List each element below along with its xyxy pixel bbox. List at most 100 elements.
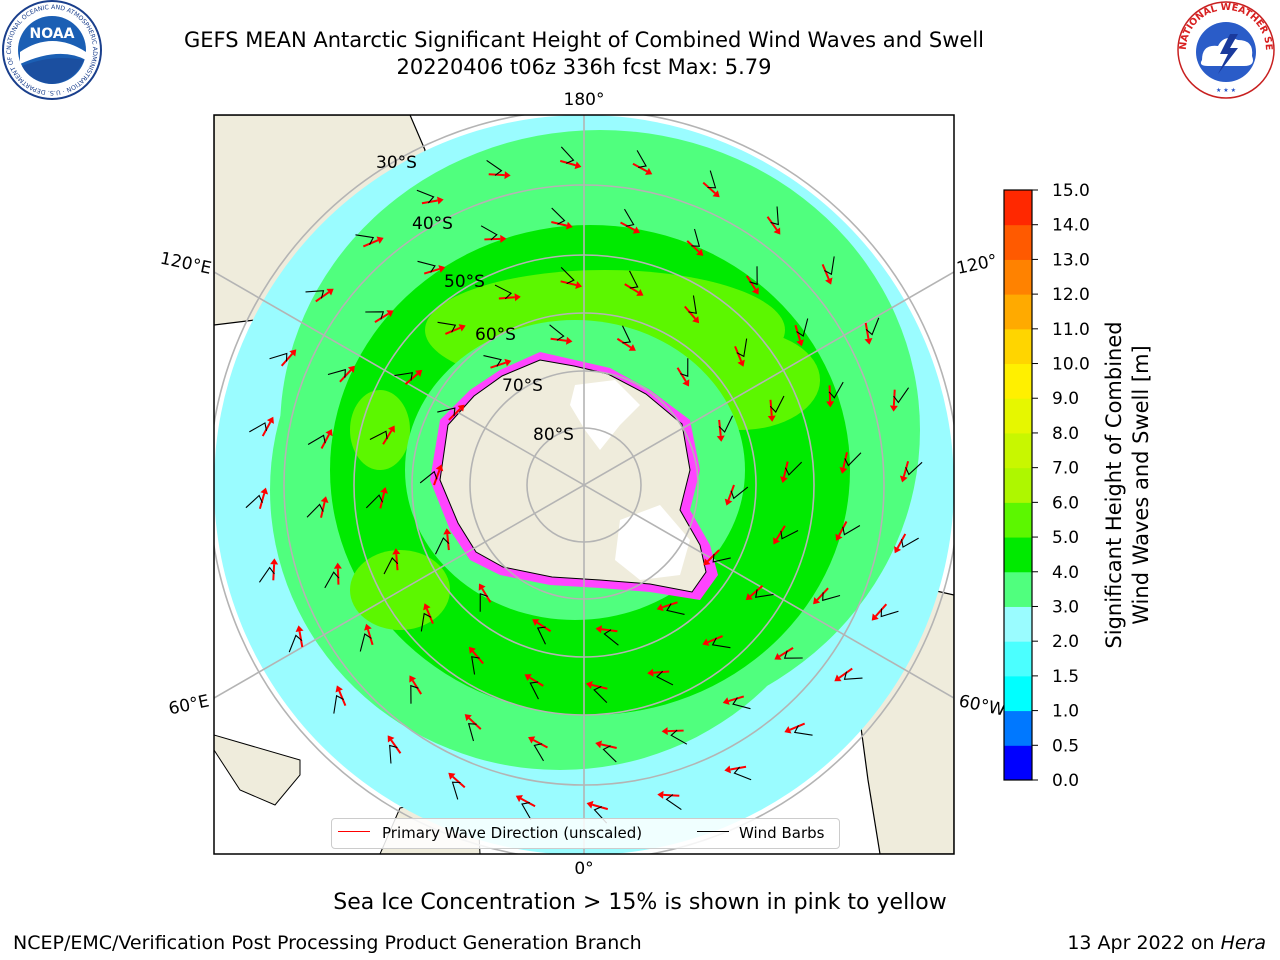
wave-direction-arrowhead: [774, 652, 782, 660]
wave-direction-arrowhead: [504, 358, 512, 367]
wind-barb: [828, 381, 844, 399]
colorbar-tick-label: 9.0: [1052, 389, 1079, 409]
wind-barb: [749, 266, 758, 286]
wind-barb: [355, 234, 375, 245]
colorbar-frame: [1003, 189, 1033, 781]
colorbar-swatch: [1004, 224, 1032, 260]
wind-barb: [603, 629, 619, 646]
wave-direction-arrowhead: [834, 674, 842, 682]
colorbar-swatch: [1004, 745, 1032, 781]
wind-barb: [680, 358, 689, 377]
wind-barb: [269, 352, 288, 362]
wave-direction-arrowhead: [504, 171, 511, 180]
wind-barb: [333, 694, 344, 714]
wave-direction-arrowhead: [325, 429, 333, 437]
wave-direction-arrowhead: [724, 498, 733, 506]
colorbar-tick-label: 3.0: [1052, 597, 1079, 617]
wave-direction-arrowhead: [575, 281, 583, 289]
wind-barb: [306, 503, 324, 518]
wind-barb: [688, 295, 697, 314]
colorbar-swatch: [1004, 190, 1032, 226]
colorbar-swatch: [1004, 328, 1032, 365]
colorbar-swatch: [1004, 675, 1032, 712]
wave-direction-arrowhead: [716, 435, 725, 442]
wave-direction-arrowhead: [515, 795, 523, 803]
colorbar-swatch: [1004, 537, 1032, 573]
wave-direction-arrowhead: [702, 638, 710, 646]
wind-barb: [796, 318, 809, 337]
wave-direction-arrowhead: [586, 800, 594, 809]
wind-barb: [783, 650, 803, 659]
wave-direction-arrowhead: [657, 790, 664, 799]
colorbar-swatch: [1004, 259, 1032, 295]
wind-barb: [865, 317, 880, 336]
wind-barb: [437, 407, 456, 417]
colorbar-swatch: [1004, 294, 1032, 330]
footer-machine: Hera: [1220, 932, 1266, 954]
wave-direction-arrowhead: [335, 685, 343, 693]
wind-barb: [245, 494, 263, 509]
wave-direction-arrowhead: [813, 597, 821, 605]
wind-barb: [369, 430, 388, 440]
wave-direction-arrowhead: [528, 736, 536, 744]
wind-barb: [670, 729, 688, 745]
wave-direction-arrowhead: [387, 735, 395, 743]
map-legend: Primary Wave Direction (unscaled) Wind B…: [331, 818, 840, 849]
wave-direction-arrowhead: [457, 404, 465, 412]
wind-barb: [718, 415, 734, 433]
wave-direction-arrowhead: [864, 338, 873, 345]
wind-barb: [629, 270, 639, 289]
colorbar-swatch: [1004, 502, 1032, 538]
colorbar-tick-label: 10.0: [1052, 355, 1090, 375]
wind-barb: [451, 781, 461, 800]
colorbar-tick-label: 12.0: [1052, 285, 1090, 305]
wave-direction-arrowhead: [376, 236, 384, 244]
colorbar-tick-label: 6.0: [1052, 493, 1079, 513]
lat-label-60s: 60°S: [475, 325, 516, 345]
wave-direction-arrowhead: [595, 625, 603, 634]
colorbar-swatch: [1004, 467, 1032, 503]
colorbar: 0.0 0.5 1.0 1.5 2.0 3.0 4.0 5.0 6.0 7.0 8.0 9.0 10.0…: [1003, 181, 1090, 791]
wind-barb: [288, 634, 303, 653]
colorbar-swatch: [1004, 710, 1032, 746]
wave-direction-arrowhead: [320, 496, 329, 503]
lon-label-180: 180°: [564, 90, 605, 110]
graticule: [214, 115, 954, 854]
wind-barb: [707, 170, 717, 189]
wind-barb: [486, 159, 503, 176]
wave-and-wind-vectors: [245, 146, 923, 824]
colorbar-tick-label: 14.0: [1052, 216, 1090, 236]
colorbar-swatch: [1004, 571, 1032, 607]
national-weather-service-logo-icon: NATIONAL WEATHER SERVICE ★ ★ ★: [1172, 0, 1275, 99]
colorbar-swatch: [1004, 641, 1032, 677]
footer-date: 13 Apr 2022 on Hera: [1067, 932, 1266, 954]
wind-barb-swatch: [697, 831, 729, 832]
ronne-ice-shelf: [615, 505, 690, 580]
colorbar-swatch: [1004, 363, 1032, 399]
colorbar-tick-label: 7.0: [1052, 459, 1079, 479]
wave-direction-arrowhead: [647, 668, 654, 677]
wave-direction-arrowhead: [464, 714, 472, 722]
wave-direction-arrowhead: [835, 533, 843, 541]
wave-direction-arrowhead: [661, 727, 668, 736]
wave-direction-arrowhead: [392, 548, 401, 555]
wind-barb: [736, 338, 748, 358]
lon-label-60w: 60°W: [957, 691, 1007, 720]
lat-label-80s: 80°S: [533, 425, 574, 445]
wind-barb: [480, 225, 498, 241]
wave-direction-arrowhead: [773, 537, 780, 545]
wave-direction-arrowhead: [448, 772, 456, 780]
wave-direction-arrowhead: [364, 623, 372, 631]
colorbar-tick-label: 8.0: [1052, 424, 1079, 444]
wave-direction-arrowhead: [566, 221, 573, 230]
colorbar-label-line2: Wind Waves and Swell [m]: [1129, 345, 1153, 625]
wind-barb: [324, 571, 340, 589]
wind-barb: [822, 592, 841, 602]
wind-barb: [394, 372, 413, 381]
wave-direction-arrowhead: [478, 583, 486, 591]
wind-barb: [730, 486, 749, 500]
wave-direction-arrowhead: [585, 681, 593, 689]
lat-label-50s: 50°S: [444, 272, 485, 292]
colorbar-tick-label: 15.0: [1052, 181, 1090, 201]
